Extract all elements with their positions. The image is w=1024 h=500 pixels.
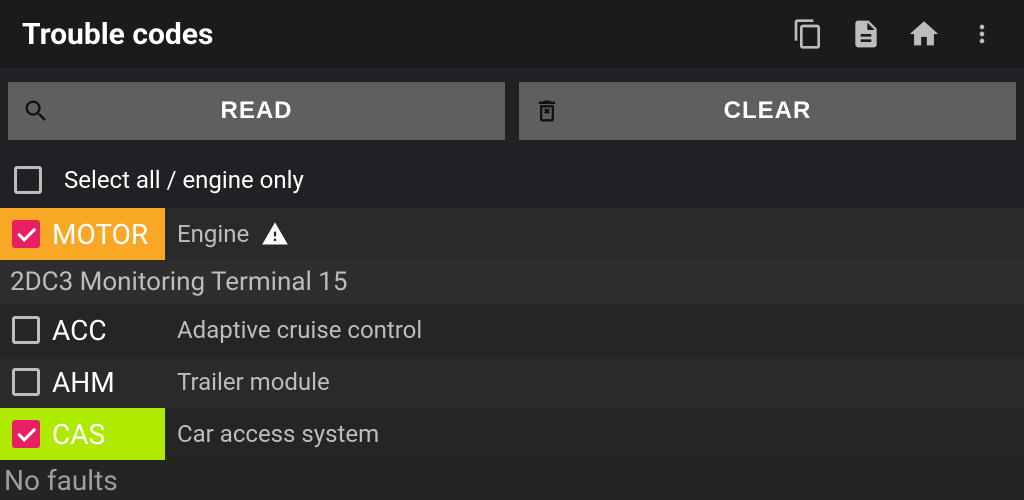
fault-row[interactable]: 2DC3 Monitoring Terminal 15 — [0, 260, 1024, 304]
title-bar: Trouble codes — [0, 0, 1024, 68]
module-row[interactable]: CAS Car access system — [0, 408, 1024, 460]
module-tag: CAS — [0, 408, 165, 460]
module-code: CAS — [52, 418, 105, 451]
warning-icon — [261, 220, 289, 248]
module-row[interactable]: ACC Adaptive cruise control — [0, 304, 1024, 356]
module-row[interactable]: MOTOR Engine — [0, 208, 1024, 260]
module-description: Trailer module — [177, 368, 330, 396]
module-code: AHM — [52, 366, 115, 399]
delete-icon — [533, 97, 561, 125]
module-description: Adaptive cruise control — [177, 316, 422, 344]
module-row[interactable]: AHM Trailer module — [0, 356, 1024, 408]
module-checkbox[interactable] — [12, 316, 40, 344]
module-tag: ACC — [0, 304, 165, 356]
module-description: Engine — [177, 220, 249, 248]
module-checkbox[interactable] — [12, 368, 40, 396]
select-all-checkbox[interactable] — [14, 166, 42, 194]
clear-button[interactable]: CLEAR — [519, 82, 1016, 140]
action-bar: READ CLEAR — [0, 68, 1024, 152]
read-button[interactable]: READ — [8, 82, 505, 140]
status-row: No faults — [0, 460, 1024, 500]
module-code: ACC — [52, 314, 107, 347]
document-icon[interactable] — [840, 8, 892, 60]
home-icon[interactable] — [898, 8, 950, 60]
copy-icon[interactable] — [782, 8, 834, 60]
module-checkbox[interactable] — [12, 220, 40, 248]
select-all-label: Select all / engine only — [64, 166, 304, 194]
clear-button-label: CLEAR — [724, 97, 812, 125]
module-tag: AHM — [0, 356, 165, 408]
status-text: No faults — [4, 464, 118, 497]
module-tag: MOTOR — [0, 208, 165, 260]
module-checkbox[interactable] — [12, 420, 40, 448]
select-all-row[interactable]: Select all / engine only — [0, 152, 1024, 208]
page-title: Trouble codes — [22, 17, 776, 52]
module-code: MOTOR — [52, 218, 148, 251]
more-icon[interactable] — [956, 8, 1008, 60]
search-icon — [22, 97, 50, 125]
read-button-label: READ — [220, 97, 292, 125]
module-description: Car access system — [177, 420, 379, 448]
